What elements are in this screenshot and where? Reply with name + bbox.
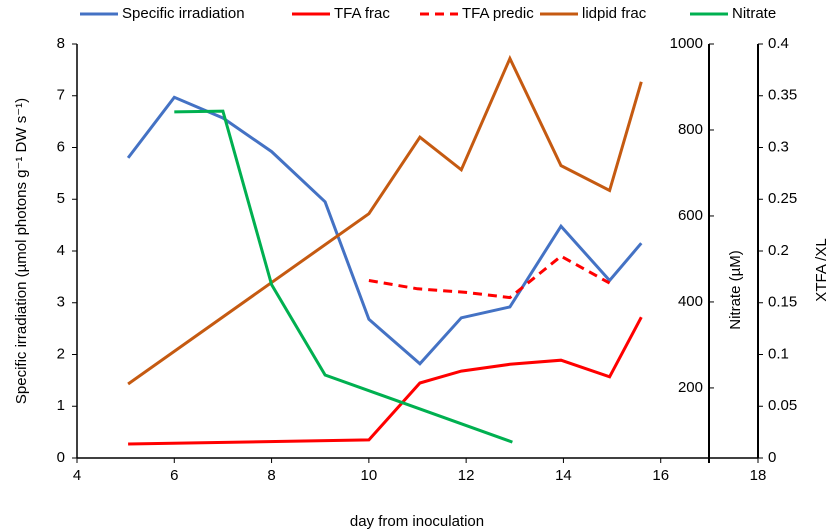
legend-label: Nitrate <box>732 5 776 22</box>
y-axis-title: Specific irradiation (µmol photons g⁻¹ D… <box>13 98 30 404</box>
y2-axis-title: Nitrate (µM) <box>727 250 744 329</box>
y3-tick-label: 0.2 <box>768 242 789 259</box>
x-tick-label: 10 <box>361 467 378 484</box>
y3-tick-label: 0.25 <box>768 190 797 207</box>
y3-axis-title: XTFA /XL <box>813 238 830 301</box>
x-tick-label: 12 <box>458 467 475 484</box>
y3-tick-label: 0.1 <box>768 345 789 362</box>
y3-tick-label: 0.35 <box>768 87 797 104</box>
y-tick-label: 0 <box>57 449 65 466</box>
x-tick-label: 18 <box>750 467 767 484</box>
series-line <box>128 316 643 446</box>
y2-tick-label: 200 <box>678 379 703 396</box>
y2-tick-label: 400 <box>678 293 703 310</box>
y3-tick-label: 0.15 <box>768 294 797 311</box>
y2-tick-label: 1000 <box>670 35 703 52</box>
x-tick-label: 6 <box>170 467 178 484</box>
y2-tick-label: 600 <box>678 207 703 224</box>
y3-tick-label: 0.05 <box>768 397 797 414</box>
x-tick-label: 8 <box>267 467 275 484</box>
legend-label: Specific irradiation <box>122 5 245 22</box>
x-tick-label: 16 <box>652 467 669 484</box>
y-tick-label: 4 <box>57 242 65 259</box>
y-tick-label: 1 <box>57 397 65 414</box>
x-tick-label: 4 <box>73 467 81 484</box>
y2-tick-label: 800 <box>678 121 703 138</box>
y-tick-label: 7 <box>57 87 65 104</box>
series-line <box>368 254 611 300</box>
y-tick-label: 3 <box>57 294 65 311</box>
series-line <box>174 109 513 444</box>
y3-tick-label: 0.4 <box>768 35 789 52</box>
x-tick-label: 14 <box>555 467 572 484</box>
y3-tick-label: 0 <box>768 449 776 466</box>
y-tick-label: 5 <box>57 190 65 207</box>
y-tick-label: 2 <box>57 345 65 362</box>
legend-label: lidpid frac <box>582 5 647 22</box>
x-axis-title: day from inoculation <box>350 513 484 530</box>
legend-label: TFA frac <box>334 5 390 22</box>
series-line <box>127 54 643 386</box>
legend-label: TFA predic <box>462 5 534 22</box>
y3-tick-label: 0.3 <box>768 138 789 155</box>
y-tick-label: 8 <box>57 35 65 52</box>
series-line <box>126 95 643 366</box>
y-tick-label: 6 <box>57 138 65 155</box>
